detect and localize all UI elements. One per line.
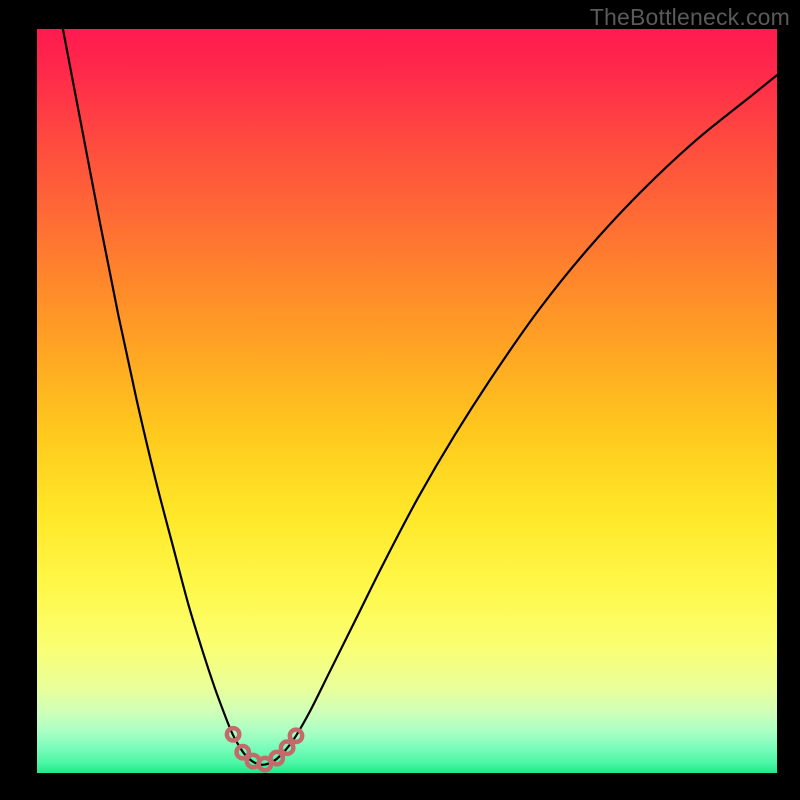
watermark-text: TheBottleneck.com [590,4,790,31]
bottleneck-curve [63,29,777,765]
curve-layer [37,29,777,773]
plot-area [37,29,777,773]
chart-frame: TheBottleneck.com [0,0,800,800]
